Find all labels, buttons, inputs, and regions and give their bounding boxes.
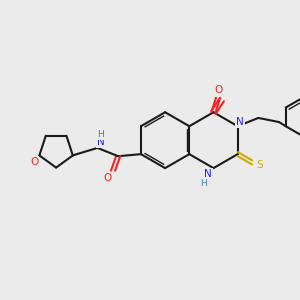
Text: O: O bbox=[104, 173, 112, 183]
Text: H: H bbox=[200, 179, 206, 188]
Text: N: N bbox=[236, 117, 244, 127]
Text: N: N bbox=[97, 137, 104, 147]
Text: S: S bbox=[256, 160, 263, 170]
Text: O: O bbox=[30, 157, 38, 166]
Text: O: O bbox=[214, 85, 223, 95]
Text: N: N bbox=[205, 169, 212, 179]
Text: H: H bbox=[97, 130, 104, 139]
